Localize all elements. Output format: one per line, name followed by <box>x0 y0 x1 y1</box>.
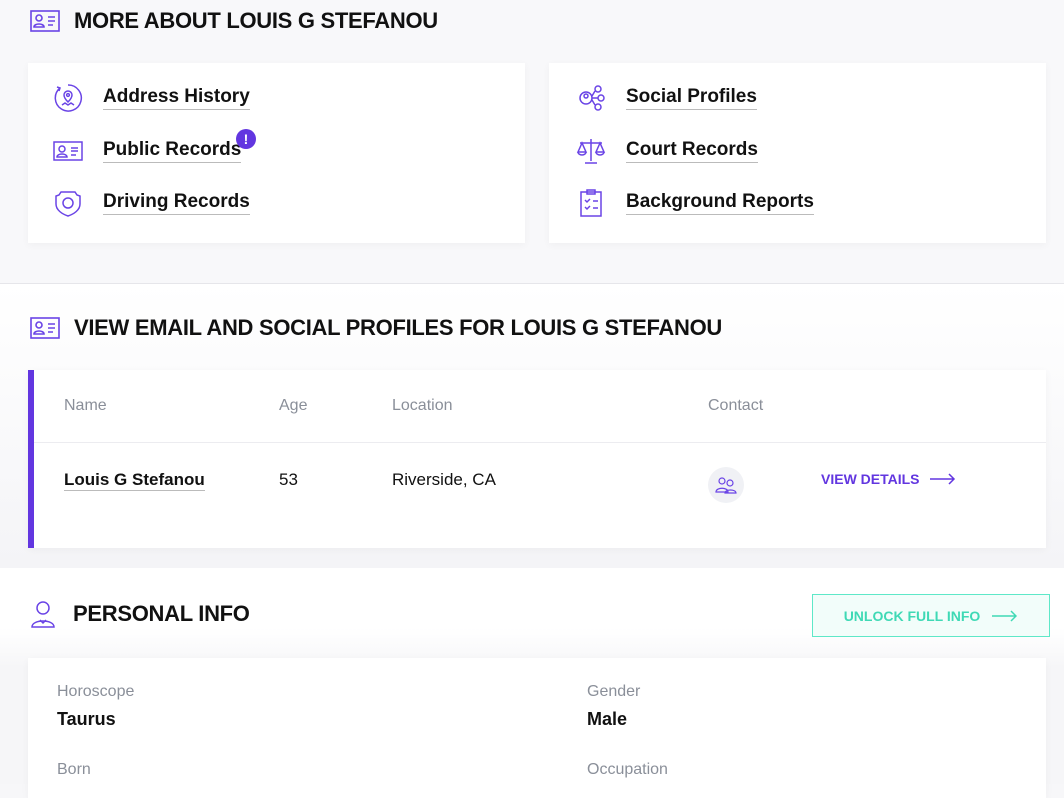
link-label: Address History <box>103 86 250 110</box>
personal-info-section: PERSONAL INFO UNLOCK FULL INFO Horoscope… <box>0 568 1064 798</box>
occupation-label: Occupation <box>587 761 668 778</box>
email-social-section: VIEW EMAIL AND SOCIAL PROFILES FOR LOUIS… <box>0 284 1064 568</box>
id-card-icon <box>30 317 60 339</box>
person-location: Riverside, CA <box>392 470 496 489</box>
header-contact: Contact <box>708 397 764 414</box>
more-about-section: MORE ABOUT LOUIS G STEFANOU Address Hist… <box>0 0 1064 284</box>
id-card-icon <box>53 141 83 161</box>
arrow-right-icon <box>929 473 955 485</box>
records-card-left: Address History Public Records ! Driving… <box>28 63 525 243</box>
section-heading: VIEW EMAIL AND SOCIAL PROFILES FOR LOUIS… <box>30 315 722 341</box>
records-card-right: Social Profiles Court Records Background… <box>549 63 1046 243</box>
person-icon <box>31 601 55 628</box>
contact-button[interactable] <box>708 467 744 503</box>
arrow-right-icon <box>992 609 1018 622</box>
gender-label: Gender <box>587 683 641 700</box>
alert-badge: ! <box>236 129 256 149</box>
header-age: Age <box>279 397 308 414</box>
link-label: Background Reports <box>626 191 814 215</box>
link-label: Public Records <box>103 139 242 163</box>
unlock-full-info-button[interactable]: UNLOCK FULL INFO <box>812 594 1050 637</box>
scales-icon <box>576 139 606 164</box>
background-reports-link[interactable]: Background Reports <box>576 188 814 218</box>
section-title: MORE ABOUT LOUIS G STEFANOU <box>74 8 438 33</box>
personal-info-card: Horoscope Taurus Gender Male Born Occupa… <box>28 658 1046 798</box>
location-history-icon <box>54 84 83 112</box>
unlock-label: UNLOCK FULL INFO <box>843 607 981 624</box>
divider <box>34 442 1046 443</box>
section-heading: PERSONAL INFO <box>30 600 250 628</box>
public-records-link[interactable]: Public Records <box>53 136 242 166</box>
header-location: Location <box>392 397 453 414</box>
link-label: Driving Records <box>103 191 250 215</box>
link-label: Court Records <box>626 139 758 163</box>
court-records-link[interactable]: Court Records <box>576 136 758 166</box>
social-network-icon <box>579 85 605 111</box>
driving-records-link[interactable]: Driving Records <box>53 188 250 218</box>
link-label: Social Profiles <box>626 86 757 110</box>
section-title: PERSONAL INFO <box>73 601 250 626</box>
person-age: 53 <box>279 470 298 489</box>
clipboard-checklist-icon <box>580 189 602 217</box>
results-table: Name Age Location Contact Louis G Stefan… <box>28 370 1046 548</box>
section-title: VIEW EMAIL AND SOCIAL PROFILES FOR LOUIS… <box>74 315 722 340</box>
people-icon <box>715 477 737 494</box>
horoscope-label: Horoscope <box>57 683 135 700</box>
id-card-icon <box>30 10 60 32</box>
header-name: Name <box>64 397 107 414</box>
gender-value: Male <box>587 709 628 729</box>
born-label: Born <box>57 761 91 778</box>
address-history-link[interactable]: Address History <box>53 83 250 113</box>
horoscope-value: Taurus <box>57 709 116 729</box>
view-details-button[interactable]: VIEW DETAILS <box>821 471 956 487</box>
section-heading: MORE ABOUT LOUIS G STEFANOU <box>30 8 438 34</box>
view-details-label: VIEW DETAILS <box>821 471 920 487</box>
badge-shield-icon <box>55 191 81 217</box>
social-profiles-link[interactable]: Social Profiles <box>576 83 757 113</box>
person-name-link[interactable]: Louis G Stefanou <box>64 470 205 491</box>
